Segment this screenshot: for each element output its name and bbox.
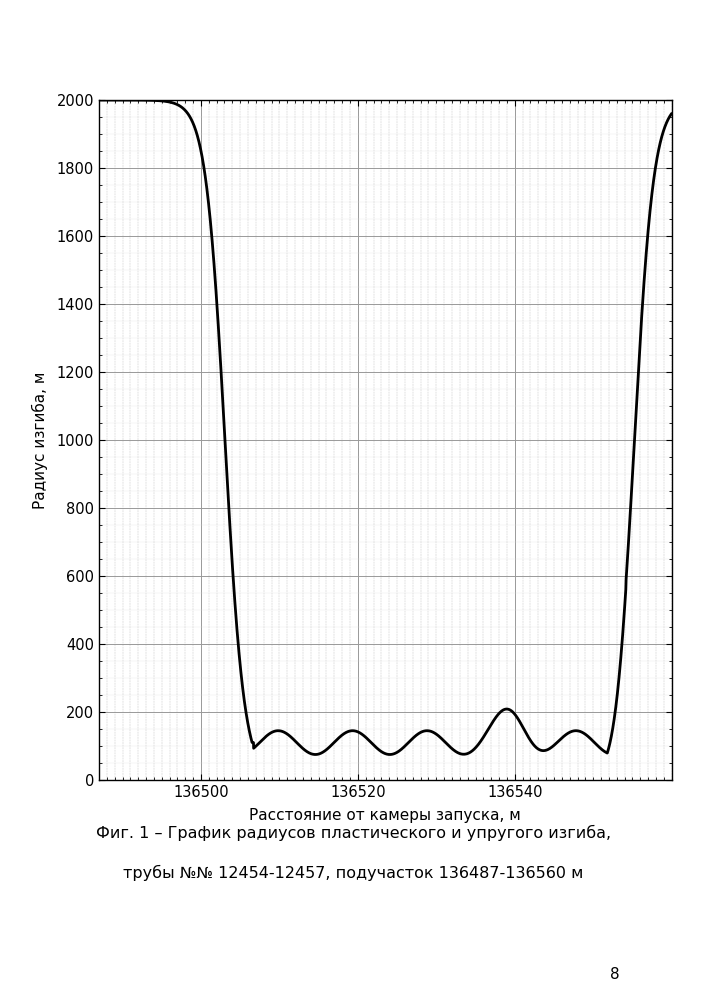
Text: Фиг. 1 – График радиусов пластического и упругого изгиба,: Фиг. 1 – График радиусов пластического и… — [96, 825, 611, 841]
Y-axis label: Радиус изгиба, м: Радиус изгиба, м — [32, 371, 48, 509]
X-axis label: Расстояние от камеры запуска, м: Расстояние от камеры запуска, м — [250, 808, 521, 823]
Text: трубы №№ 12454-12457, подучасток 136487-136560 м: трубы №№ 12454-12457, подучасток 136487-… — [123, 865, 584, 881]
Text: 8: 8 — [610, 967, 620, 982]
